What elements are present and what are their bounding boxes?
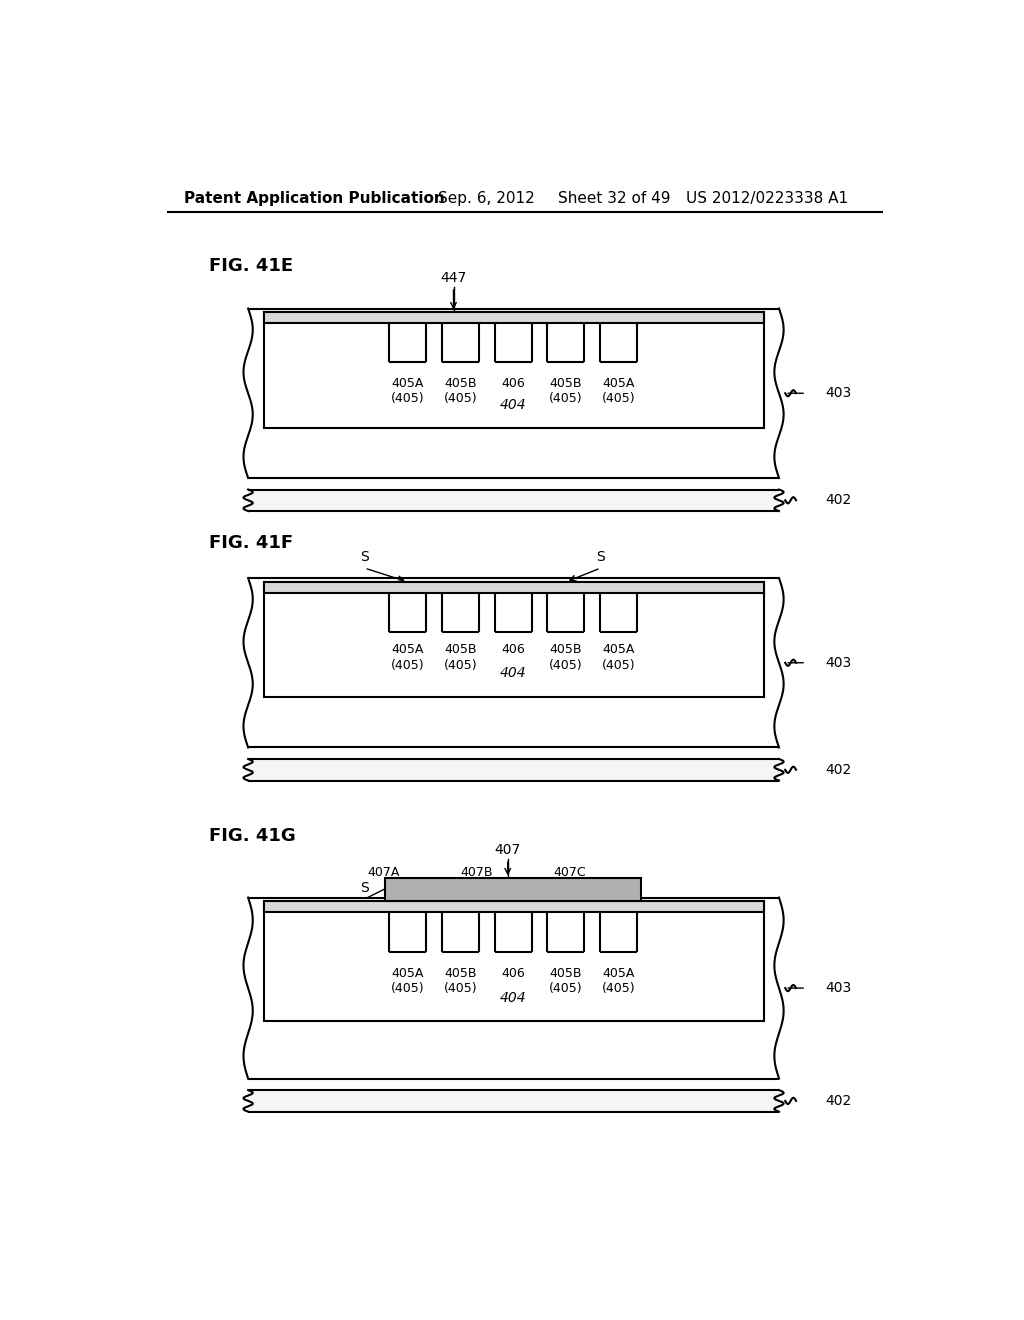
Bar [263, 902, 764, 1020]
Text: 403: 403 [825, 387, 852, 400]
Text: 407A: 407A [368, 866, 400, 879]
Text: 403: 403 [825, 656, 852, 669]
Text: (405): (405) [549, 392, 583, 405]
Text: 405B: 405B [550, 966, 582, 979]
Bar [263, 902, 764, 912]
Text: S: S [360, 550, 369, 564]
Text: 407B: 407B [461, 866, 493, 879]
Bar [263, 313, 764, 428]
Text: S: S [596, 882, 605, 895]
Text: (405): (405) [602, 982, 635, 995]
Text: 406: 406 [502, 376, 525, 389]
Bar [263, 582, 764, 697]
Text: FIG. 41F: FIG. 41F [209, 535, 294, 552]
Bar [248, 1090, 779, 1111]
Text: (405): (405) [443, 392, 477, 405]
Text: (405): (405) [602, 659, 635, 672]
Text: (405): (405) [391, 659, 425, 672]
Bar [248, 759, 779, 780]
Bar [385, 878, 641, 902]
Text: 405A: 405A [391, 643, 424, 656]
Text: 406: 406 [502, 643, 525, 656]
Text: (405): (405) [443, 982, 477, 995]
Text: S: S [360, 882, 369, 895]
Text: 402: 402 [825, 763, 852, 776]
Text: 405A: 405A [602, 643, 635, 656]
Text: 405A: 405A [391, 376, 424, 389]
Text: 402: 402 [825, 494, 852, 507]
Text: 405A: 405A [602, 966, 635, 979]
Text: Patent Application Publication: Patent Application Publication [183, 191, 444, 206]
Text: 403: 403 [825, 981, 852, 995]
Text: 405B: 405B [444, 643, 477, 656]
Text: (405): (405) [391, 982, 425, 995]
Bar [427, 878, 599, 902]
Text: 407C: 407C [553, 866, 586, 879]
Text: 407: 407 [495, 843, 521, 857]
Text: 405B: 405B [444, 376, 477, 389]
Text: (405): (405) [391, 392, 425, 405]
Text: Sheet 32 of 49: Sheet 32 of 49 [558, 191, 671, 206]
Text: 404: 404 [500, 991, 526, 1005]
Text: (405): (405) [549, 659, 583, 672]
Text: FIG. 41G: FIG. 41G [209, 828, 296, 845]
Text: 404: 404 [500, 665, 526, 680]
Text: 405A: 405A [602, 376, 635, 389]
Text: 402: 402 [825, 1094, 852, 1107]
Text: 405B: 405B [550, 643, 582, 656]
Text: (405): (405) [549, 982, 583, 995]
Text: 405B: 405B [550, 376, 582, 389]
Text: S: S [596, 550, 605, 564]
Text: 406: 406 [502, 966, 525, 979]
Bar [263, 313, 764, 323]
Text: Sep. 6, 2012: Sep. 6, 2012 [438, 191, 535, 206]
Bar [263, 582, 764, 593]
Text: 447: 447 [440, 271, 467, 285]
Text: (405): (405) [602, 392, 635, 405]
Text: 405B: 405B [444, 966, 477, 979]
Text: 405A: 405A [391, 966, 424, 979]
Text: (405): (405) [443, 659, 477, 672]
Text: FIG. 41E: FIG. 41E [209, 257, 294, 275]
Bar [248, 490, 779, 511]
Text: 404: 404 [500, 397, 526, 412]
Text: US 2012/0223338 A1: US 2012/0223338 A1 [686, 191, 848, 206]
